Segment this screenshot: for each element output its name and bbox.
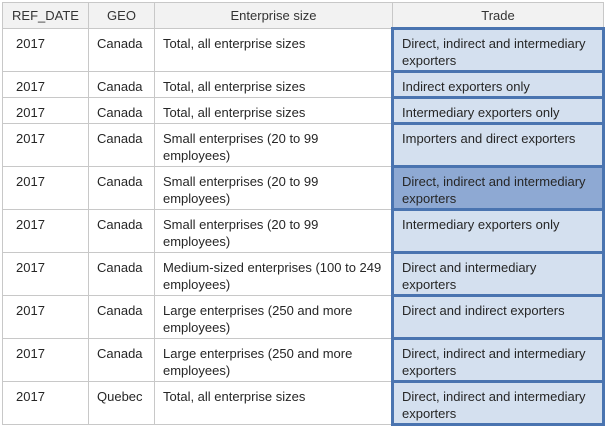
column-header-trade[interactable]: Trade	[392, 2, 604, 29]
cell-trade[interactable]: Direct and indirect exporters	[391, 294, 605, 340]
cell-ref-date[interactable]: 2017	[2, 295, 89, 339]
table-row[interactable]: 2017 Canada Small enterprises (20 to 99 em…	[2, 165, 605, 211]
cell-enterprise-size[interactable]: Total, all enterprise sizes	[154, 97, 393, 124]
cell-enterprise-size[interactable]: Medium-sized enterprises (100 to 249 emp…	[154, 252, 393, 296]
cell-trade[interactable]: Direct and intermediary exporters	[391, 251, 605, 297]
cell-enterprise-size[interactable]: Total, all enterprise sizes	[154, 71, 393, 98]
table-row[interactable]: 2017 Canada Small enterprises (20 to 99 em…	[2, 208, 605, 254]
cell-trade[interactable]: Intermediary exporters only	[391, 96, 605, 125]
column-header-enterprise-size[interactable]: Enterprise size	[154, 2, 393, 29]
cell-ref-date[interactable]: 2017	[2, 381, 89, 425]
table-row[interactable]: 2017 Canada Total, all enterprise sizes Int…	[2, 96, 605, 125]
header-row: REF_DATE GEO Enterprise size Trade	[2, 2, 604, 29]
cell-trade[interactable]: Direct, indirect and intermediary export…	[391, 337, 605, 383]
cell-trade[interactable]: Indirect exporters only	[391, 70, 605, 99]
table-row[interactable]: 2017 Canada Total, all enterprise sizes Dir…	[2, 27, 605, 73]
cell-geo[interactable]: Canada	[88, 71, 155, 98]
cell-ref-date[interactable]: 2017	[2, 209, 89, 253]
cell-ref-date[interactable]: 2017	[2, 338, 89, 382]
cell-enterprise-size[interactable]: Small enterprises (20 to 99 employees)	[154, 209, 393, 253]
cell-geo[interactable]: Canada	[88, 123, 155, 167]
table-row[interactable]: 2017 Quebec Total, all enterprise sizes Dir…	[2, 380, 605, 426]
cell-enterprise-size[interactable]: Large enterprises (250 and more employee…	[154, 295, 393, 339]
cell-trade[interactable]: Direct, indirect and intermediary export…	[391, 380, 605, 426]
cell-enterprise-size[interactable]: Large enterprises (250 and more employee…	[154, 338, 393, 382]
cell-geo[interactable]: Canada	[88, 28, 155, 72]
cell-trade[interactable]: Intermediary exporters only	[391, 208, 605, 254]
cell-geo[interactable]: Canada	[88, 338, 155, 382]
cell-geo[interactable]: Canada	[88, 252, 155, 296]
cell-enterprise-size[interactable]: Total, all enterprise sizes	[154, 381, 393, 425]
cell-geo[interactable]: Canada	[88, 209, 155, 253]
column-header-geo[interactable]: GEO	[88, 2, 155, 29]
table-row[interactable]: 2017 Canada Total, all enterprise sizes Ind…	[2, 70, 605, 99]
column-header-ref-date[interactable]: REF_DATE	[2, 2, 89, 29]
cell-ref-date[interactable]: 2017	[2, 252, 89, 296]
cell-geo[interactable]: Canada	[88, 166, 155, 210]
cell-ref-date[interactable]: 2017	[2, 97, 89, 124]
cell-ref-date[interactable]: 2017	[2, 123, 89, 167]
table-row[interactable]: 2017 Canada Medium-sized enterprises (100 …	[2, 251, 605, 297]
cell-geo[interactable]: Canada	[88, 97, 155, 124]
cell-ref-date[interactable]: 2017	[2, 28, 89, 72]
table-row[interactable]: 2017 Canada Large enterprises (250 and mor…	[2, 294, 605, 340]
cell-trade[interactable]: Importers and direct exporters	[391, 122, 605, 168]
cell-trade[interactable]: Direct, indirect and intermediary export…	[391, 27, 605, 73]
cell-geo[interactable]: Canada	[88, 295, 155, 339]
cell-trade[interactable]: Direct, indirect and intermediary export…	[391, 165, 605, 211]
cell-geo[interactable]: Quebec	[88, 381, 155, 425]
table-row[interactable]: 2017 Canada Large enterprises (250 and mor…	[2, 337, 605, 383]
cell-ref-date[interactable]: 2017	[2, 71, 89, 98]
table-row[interactable]: 2017 Canada Small enterprises (20 to 99 em…	[2, 122, 605, 168]
cell-enterprise-size[interactable]: Total, all enterprise sizes	[154, 28, 393, 72]
cell-enterprise-size[interactable]: Small enterprises (20 to 99 employees)	[154, 123, 393, 167]
cell-ref-date[interactable]: 2017	[2, 166, 89, 210]
cell-enterprise-size[interactable]: Small enterprises (20 to 99 employees)	[154, 166, 393, 210]
